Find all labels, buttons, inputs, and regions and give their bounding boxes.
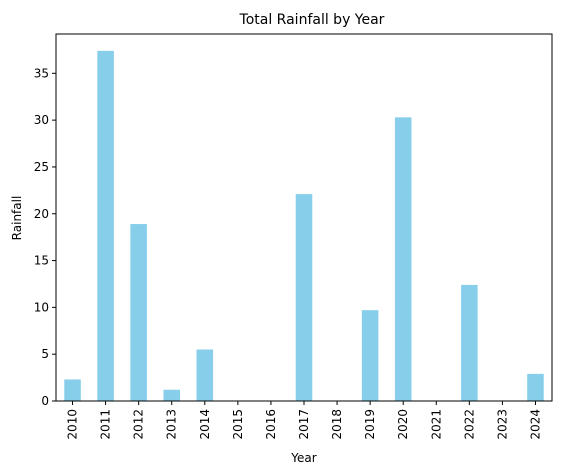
bars-layer (64, 50, 544, 402)
x-axis: 2010 2011 2012 2013 2014 2015 2016 2017 2018 2019… (66, 401, 542, 440)
x-tick-label-2015: 2015 (231, 409, 245, 440)
y-tick-label-30: 30 (34, 113, 49, 127)
x-tick-label-2021: 2021 (429, 409, 443, 440)
y-tick-label-10: 10 (34, 300, 49, 314)
chart-title: Total Rainfall by Year (239, 12, 385, 28)
y-tick-label-15: 15 (34, 254, 49, 268)
bar-2010 (64, 379, 81, 401)
bar-2017 (295, 194, 313, 401)
x-tick-label-2010: 2010 (66, 409, 80, 440)
bar-2020 (394, 117, 412, 402)
y-tick-label-25: 25 (34, 160, 49, 174)
bar-2013 (163, 389, 180, 401)
bar-2024 (527, 373, 544, 401)
bar-2012 (130, 224, 147, 401)
x-tick-label-2024: 2024 (528, 409, 542, 440)
bar-2019 (361, 310, 379, 401)
x-tick-label-2020: 2020 (396, 409, 410, 440)
y-axis-label: Rainfall (10, 196, 24, 241)
x-tick-label-2013: 2013 (165, 409, 179, 440)
x-tick-label-2012: 2012 (132, 409, 146, 440)
bar-2011 (97, 50, 114, 401)
x-tick-label-2011: 2011 (99, 409, 113, 440)
x-axis-label: Year (290, 451, 316, 465)
x-tick-label-2022: 2022 (462, 409, 476, 440)
x-tick-label-2014: 2014 (198, 409, 212, 440)
y-tick-label-20: 20 (34, 207, 49, 221)
bar-2014 (196, 349, 214, 401)
y-tick-label-0: 0 (41, 394, 49, 408)
x-tick-label-2019: 2019 (363, 409, 377, 440)
x-tick-label-2016: 2016 (264, 409, 278, 440)
x-tick-label-2018: 2018 (330, 409, 344, 440)
y-axis: 0 5 10 15 20 25 30 35 (34, 66, 56, 408)
x-tick-label-2017: 2017 (297, 409, 311, 440)
y-tick-label-35: 35 (34, 66, 49, 80)
x-tick-label-2023: 2023 (495, 409, 509, 440)
y-tick-label-5: 5 (41, 347, 49, 361)
bar-2022 (461, 284, 478, 401)
